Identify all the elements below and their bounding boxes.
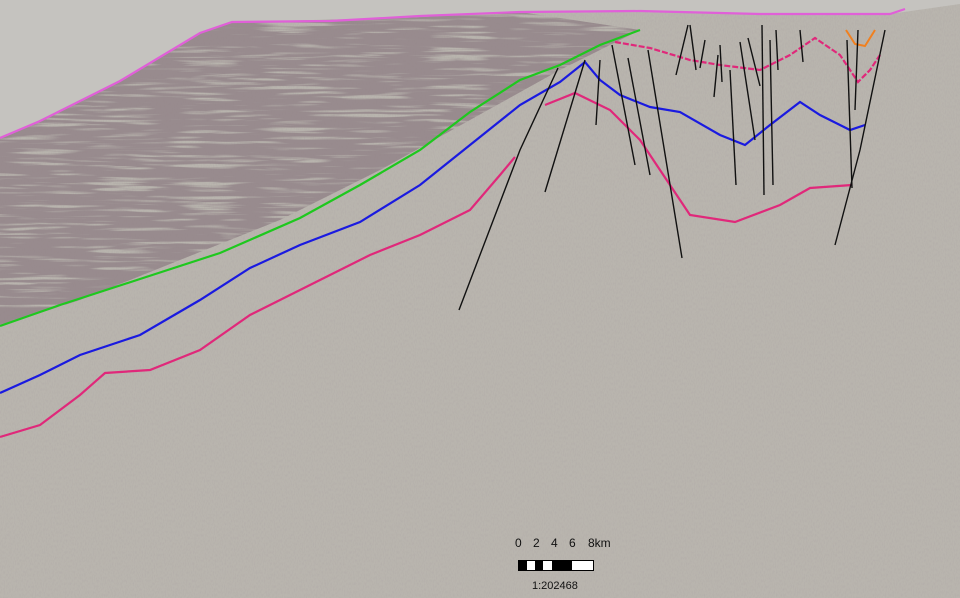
green-horizon (0, 28, 641, 328)
scale-bar-ticks: 0 2 4 6 8km (506, 536, 616, 552)
scale-tick-2: 2 (533, 536, 540, 550)
fault-lines (458, 24, 886, 311)
scale-tick-0: 0 (515, 536, 522, 550)
seafloor-horizon (0, 7, 906, 140)
scale-bar-graphic (518, 560, 594, 571)
orange-horizon (845, 29, 876, 48)
scale-tick-8km: 8km (588, 536, 611, 550)
magenta-horizon-east (544, 91, 853, 224)
magenta-horizon (0, 156, 516, 439)
scale-tick-4: 4 (551, 536, 558, 550)
scale-bar: 0 2 4 6 8km 1:202468 (506, 534, 616, 596)
scale-tick-6: 6 (569, 536, 576, 550)
scale-ratio: 1:202468 (532, 580, 578, 592)
blue-horizon (0, 60, 866, 395)
magenta-horizon-upper (614, 36, 881, 84)
